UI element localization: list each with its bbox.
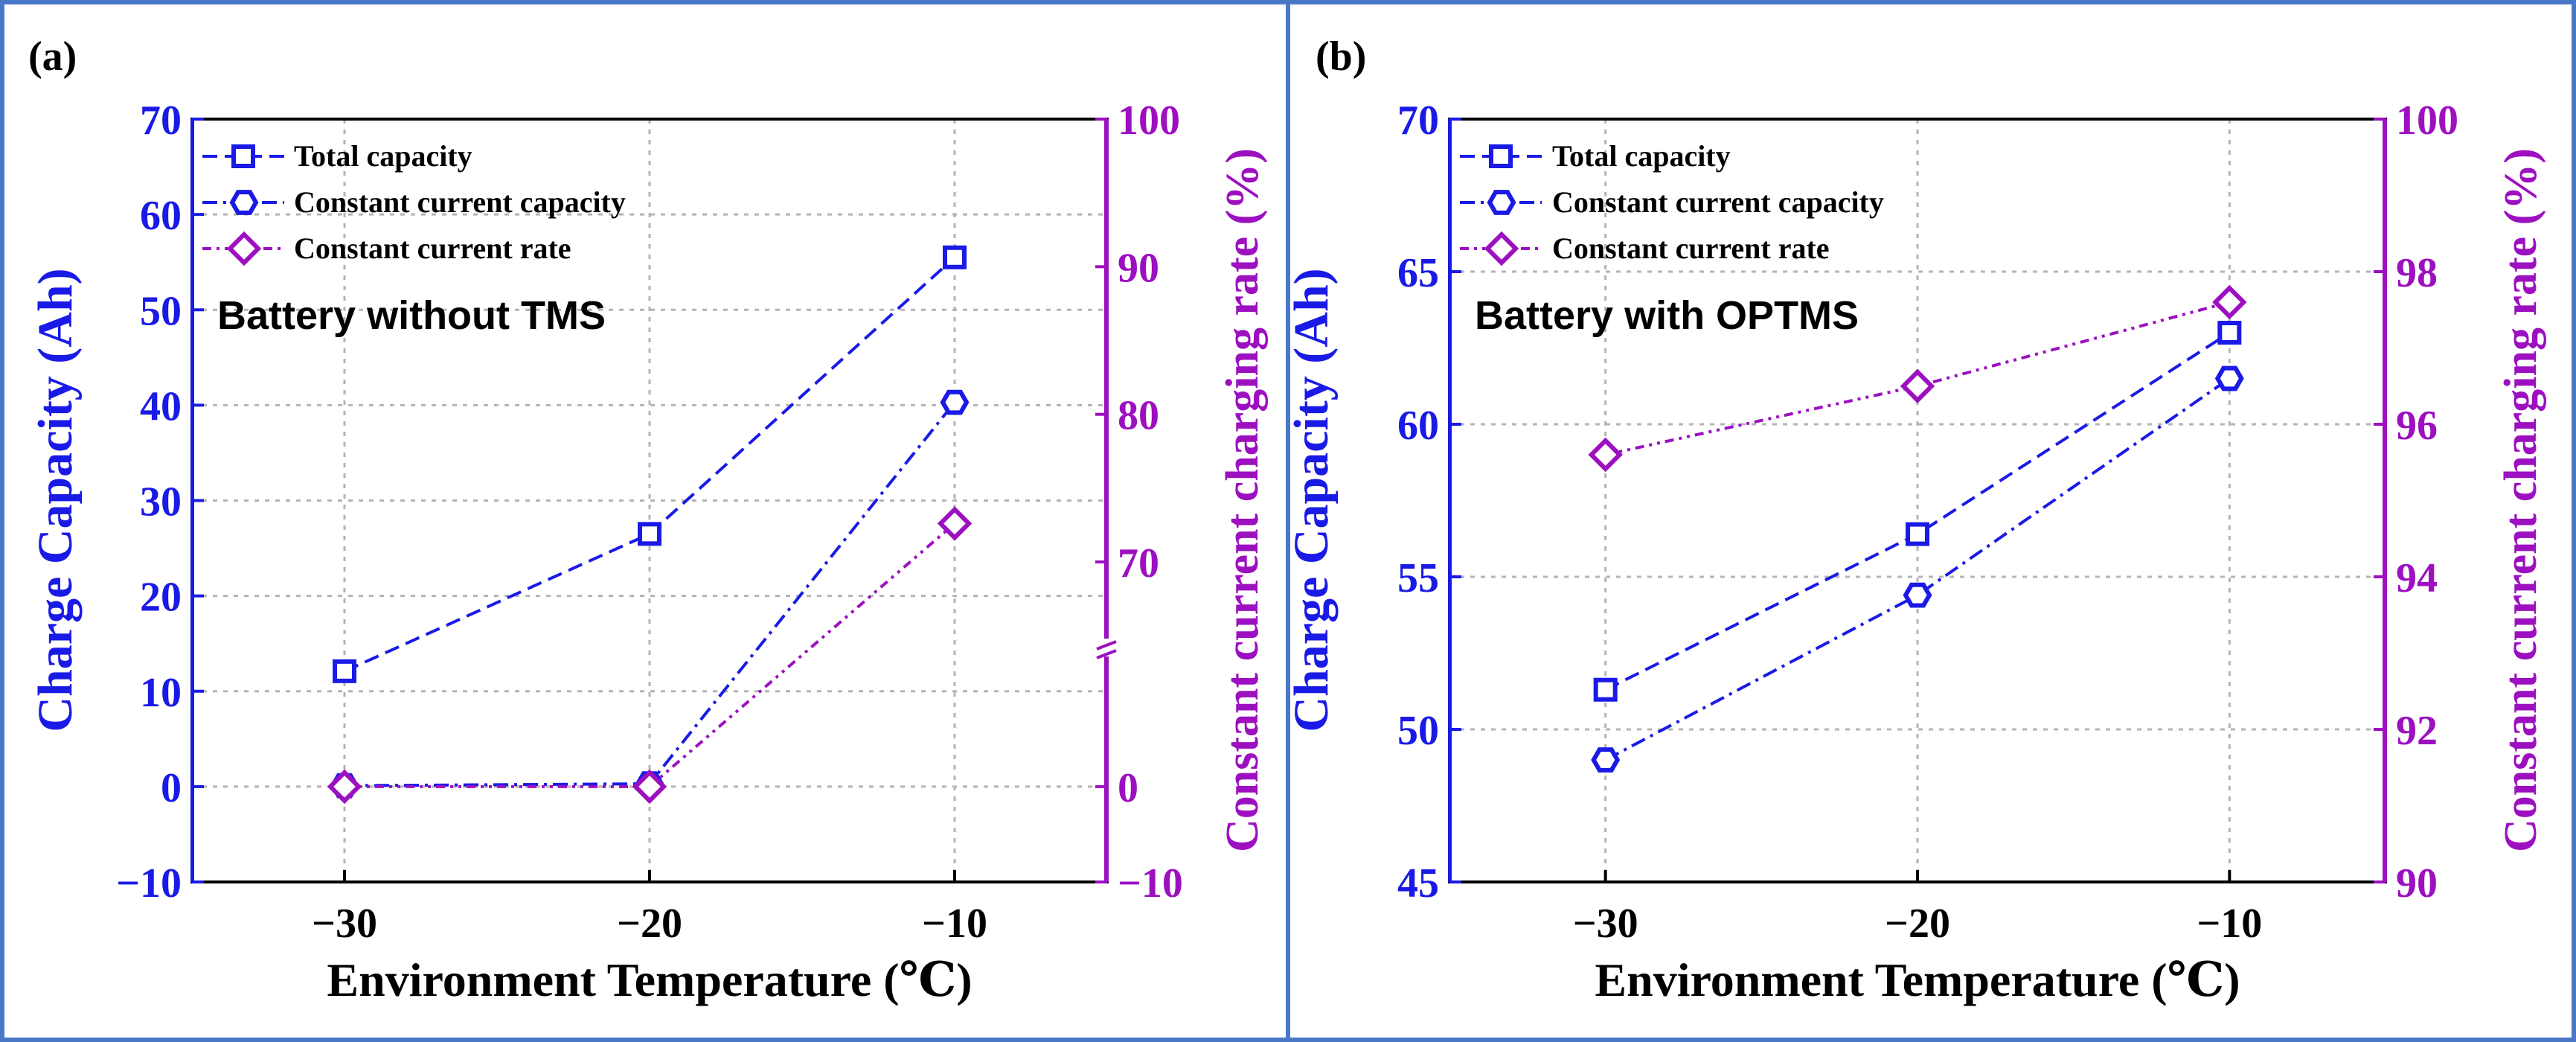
legend-label-total-capacity: Total capacity <box>294 139 472 173</box>
series-total-capacity-point <box>1906 522 1929 546</box>
right-axis-line-b <box>2383 119 2387 882</box>
left-tick-label: 45 <box>1397 860 1439 907</box>
series-line-total-capacity <box>344 256 956 673</box>
y-axis-label-left-a: Charge Capacity (Ah) <box>28 268 83 732</box>
right-tick-label: 94 <box>2396 555 2438 601</box>
x-tick-label: −20 <box>1885 901 1950 947</box>
right-tick-label: 0 <box>1118 765 1138 811</box>
legend-b: Total capacity Constant current capacity… <box>1460 139 1884 266</box>
series-b <box>1588 284 2247 773</box>
legend-label-cc-rate: Constant current rate <box>294 231 571 265</box>
series-constant-current-capacity-point <box>940 389 970 415</box>
legend-marker-diamond <box>1484 231 1519 266</box>
left-tick-label: 70 <box>1397 98 1439 144</box>
series-constant-current-capacity-point <box>1591 747 1621 773</box>
series-constant-current-rate-point <box>632 769 667 805</box>
x-tick-label: −20 <box>617 901 682 947</box>
right-ticks-a: −10 0 70 80 90 100 <box>1095 98 1183 907</box>
series-constant-current-rate-point <box>2212 284 2247 320</box>
right-tick-label: −10 <box>1118 860 1183 907</box>
panel-frame-b <box>1286 0 2576 1042</box>
legend-marker-square <box>231 144 255 168</box>
series-line-constant-current-capacity <box>1604 377 2231 761</box>
left-tick-label: 60 <box>1397 403 1439 449</box>
x-tick-label: −30 <box>312 901 377 947</box>
right-tick-label: 80 <box>1118 393 1159 439</box>
y-axis-label-left-b: Charge Capacity (Ah) <box>1284 268 1339 732</box>
right-tick-label: 70 <box>1118 540 1159 586</box>
right-tick-label: 98 <box>2396 250 2438 296</box>
left-ticks-b: 45 50 55 60 65 70 <box>1397 98 1461 907</box>
panel-label-b: (b) <box>1316 33 1366 80</box>
legend-marker-diamond <box>226 231 262 266</box>
legend-label-total-capacity: Total capacity <box>1552 139 1731 173</box>
legend-label-cc-capacity: Constant current capacity <box>1552 185 1884 219</box>
left-ticks-a: −10 0 10 20 30 40 50 60 70 <box>116 98 204 907</box>
x-axis-label-a: Environment Temperature (℃) <box>327 953 972 1006</box>
left-tick-label: 20 <box>140 575 182 621</box>
x-ticks-a: −30 −20 −10 <box>312 870 987 947</box>
left-tick-label: 65 <box>1397 250 1439 296</box>
legend-label-cc-rate: Constant current rate <box>1552 231 1830 265</box>
legend-marker-hexagon <box>1487 190 1516 215</box>
x-axis-label-b: Environment Temperature (℃) <box>1595 953 2240 1006</box>
left-tick-label: 70 <box>140 98 182 144</box>
legend-label-cc-capacity: Constant current capacity <box>294 185 626 219</box>
left-tick-label: 50 <box>140 288 182 334</box>
right-tick-label: 90 <box>1118 245 1159 291</box>
y-axis-label-right-b: Constant current charging rate (%) <box>2496 148 2546 852</box>
annotation-b: Battery with OPTMS <box>1475 293 1859 338</box>
series-total-capacity-point <box>943 245 967 269</box>
left-tick-label: −10 <box>116 860 182 907</box>
series-constant-current-capacity-point <box>2214 365 2244 391</box>
series-total-capacity-point <box>2217 321 2242 345</box>
right-tick-label: 90 <box>2396 860 2438 907</box>
series-line-constant-current-capacity <box>344 401 956 787</box>
left-tick-label: 55 <box>1397 555 1439 601</box>
series-total-capacity-point <box>638 522 661 546</box>
x-tick-label: −10 <box>922 901 987 947</box>
panel-b: (b) −30 −20 −10 45 50 55 60 65 70 90 92 94 96 98 100… <box>1284 33 2546 1006</box>
series-constant-current-rate-point <box>1900 368 1935 403</box>
left-tick-label: 10 <box>140 670 182 716</box>
left-tick-label: 30 <box>140 479 182 525</box>
right-tick-label: 100 <box>2396 98 2458 144</box>
right-tick-label: 100 <box>1118 98 1180 144</box>
series-total-capacity-point <box>333 659 356 683</box>
left-tick-label: 0 <box>161 765 182 811</box>
series-total-capacity-point <box>1593 677 1618 702</box>
left-tick-label: 60 <box>140 193 182 239</box>
annotation-a: Battery without TMS <box>217 293 606 338</box>
series-constant-current-capacity-point <box>1903 582 1932 608</box>
legend-a: Total capacity Constant current capacity… <box>202 139 626 266</box>
left-tick-label: 40 <box>140 383 182 429</box>
x-tick-label: −10 <box>2197 901 2262 947</box>
series-constant-current-rate-point <box>1588 437 1623 473</box>
right-tick-label: 96 <box>2396 403 2438 449</box>
legend-marker-square <box>1489 144 1513 168</box>
legend-marker-hexagon <box>229 190 259 215</box>
axis-break-a <box>1096 639 1117 659</box>
left-axis-line-b <box>1448 119 1452 882</box>
panel-frame-a <box>0 0 1290 1042</box>
right-tick-label: 92 <box>2396 708 2438 754</box>
right-ticks-b: 90 92 94 96 98 100 <box>2374 98 2458 907</box>
series-constant-current-rate-point <box>327 769 362 805</box>
panel-a: (a) −30 −20 −10 −10 0 10 20 30 40 50 60 70 −10 0 70 8… <box>28 33 1268 1006</box>
left-tick-label: 50 <box>1397 708 1439 754</box>
panel-label-a: (a) <box>28 33 77 80</box>
right-axis-line-a <box>1104 119 1109 882</box>
series-a <box>327 245 973 805</box>
series-constant-current-rate-point <box>937 506 973 541</box>
x-ticks-b: −30 −20 −10 <box>1573 870 2262 947</box>
y-axis-label-right-a: Constant current charging rate (%) <box>1217 148 1268 852</box>
x-tick-label: −30 <box>1573 901 1638 947</box>
